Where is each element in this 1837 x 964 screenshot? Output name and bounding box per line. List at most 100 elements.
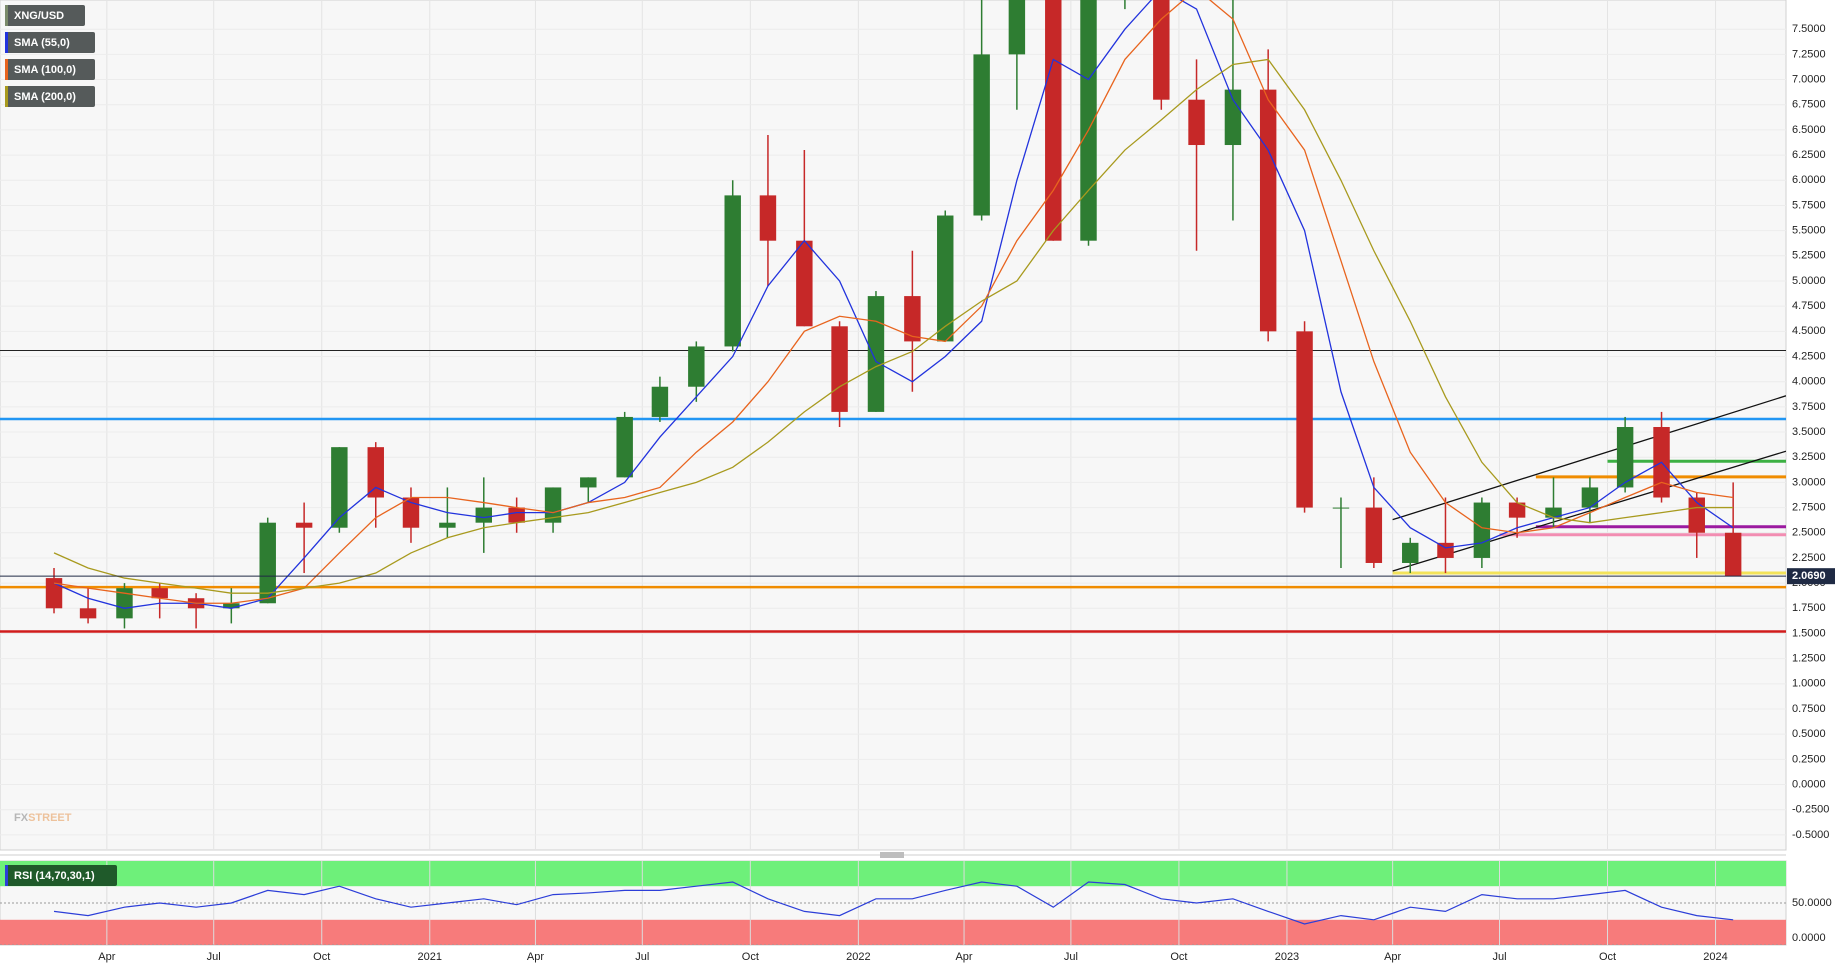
y-tick-label: 4.2500: [1792, 350, 1826, 362]
candle-body: [1402, 542, 1419, 563]
candle-body: [796, 240, 813, 327]
candle-body: [904, 296, 921, 342]
legend-label: RSI (14,70,30,1): [14, 870, 95, 882]
candle-body: [1365, 507, 1383, 563]
candle-body: [1332, 507, 1350, 509]
candle-body: [831, 326, 848, 412]
x-tick-label: Jul: [1064, 951, 1078, 963]
y-tick-label: 2.2500: [1792, 552, 1826, 564]
candle-body: [116, 588, 133, 619]
x-tick-label: 2024: [1703, 951, 1727, 963]
x-tick-label: Jul: [1492, 951, 1506, 963]
x-tick-label: Oct: [742, 951, 759, 963]
candle-body: [1616, 427, 1634, 488]
candle-body: [402, 497, 420, 528]
y-tick-label: 1.7500: [1792, 602, 1826, 614]
rsi-line: [53, 881, 1734, 925]
x-tick-label: 2023: [1275, 951, 1299, 963]
candle-body: [1224, 89, 1242, 146]
candle-body: [759, 195, 777, 241]
y-tick-label: 6.5000: [1792, 124, 1826, 136]
y-tick-label: 7.5000: [1792, 23, 1826, 35]
candle-body: [223, 603, 240, 609]
trendline: [1392, 395, 1786, 521]
candle-body: [1008, 0, 1026, 55]
candle-body: [295, 522, 313, 528]
sma-line: [53, 0, 1734, 604]
rsi-band: [0, 861, 1786, 887]
y-tick-label: 2.7500: [1792, 501, 1826, 513]
legend-label: XNG/USD: [14, 10, 64, 22]
y-tick-label: 3.0000: [1792, 476, 1826, 488]
candle-body: [439, 522, 456, 528]
candle-body: [475, 507, 493, 523]
y-tick-label: 7.2500: [1792, 48, 1826, 60]
legend-swatch: [5, 5, 8, 26]
candle-body: [688, 346, 705, 387]
legend-label: SMA (55,0): [14, 37, 70, 49]
candle-body: [651, 386, 669, 417]
legend-box: [5, 865, 117, 886]
candle-body: [1188, 99, 1205, 146]
candle-body: [937, 215, 954, 342]
candle-body: [973, 54, 990, 216]
candle-body: [1581, 487, 1599, 508]
x-tick-label: Jul: [207, 951, 221, 963]
y-tick-label: -0.5000: [1792, 829, 1829, 841]
x-tick-label: Oct: [1599, 951, 1616, 963]
y-tick-label: 4.0000: [1792, 376, 1826, 388]
candle-body: [616, 416, 633, 478]
watermark-part: STREET: [28, 812, 72, 824]
candle-body: [544, 487, 562, 523]
last-price-box: [1787, 568, 1835, 585]
y-tick-label: 6.2500: [1792, 149, 1826, 161]
y-tick-label: 5.7500: [1792, 199, 1826, 211]
x-tick-label: Oct: [313, 951, 330, 963]
y-tick-label: 4.5000: [1792, 325, 1826, 337]
x-tick-label: Oct: [1170, 951, 1187, 963]
watermark: FXSTREET: [14, 812, 72, 824]
last-price-label: 2.0690: [1792, 570, 1826, 582]
candle-body: [1545, 507, 1562, 518]
y-tick-label: -0.2500: [1792, 804, 1829, 816]
legend-swatch: [5, 86, 8, 107]
y-tick-label: 5.5000: [1792, 225, 1826, 237]
price-panel: [0, 0, 1787, 851]
legend-box: [5, 86, 95, 107]
legend-swatch: [5, 865, 8, 886]
candle-body: [1296, 331, 1313, 508]
price-plot: FXSTREET: [0, 0, 1786, 850]
candle-body: [367, 447, 384, 498]
y-tick-label: 0.7500: [1792, 703, 1826, 715]
candle-body: [1508, 502, 1526, 518]
x-tick-label: Apr: [527, 951, 544, 963]
candle-body: [580, 477, 597, 488]
y-tick-label: 1.2500: [1792, 653, 1826, 665]
y-tick-label: 0.0000: [1792, 778, 1826, 790]
y-tick-label: 3.5000: [1792, 426, 1826, 438]
candle-body: [45, 578, 63, 609]
y-tick-label: 0.2500: [1792, 753, 1826, 765]
candle-body: [151, 588, 168, 599]
y-tick-label: 7.0000: [1792, 73, 1826, 85]
y-tick-label: 6.0000: [1792, 174, 1826, 186]
candle-body: [1473, 502, 1491, 558]
legend-swatch: [5, 32, 8, 53]
x-tick-label: 2021: [418, 951, 442, 963]
legend-swatch: [5, 59, 8, 80]
sma-line: [53, 0, 1734, 609]
legend-label: SMA (100,0): [14, 64, 76, 76]
candle-body: [1688, 497, 1705, 533]
candle-body: [867, 296, 885, 412]
candle-body: [1259, 89, 1277, 332]
y-tick-label: 3.2500: [1792, 451, 1826, 463]
x-tick-label: Apr: [955, 951, 972, 963]
rsi-plot: [0, 861, 1786, 945]
y-tick-label: 0.5000: [1792, 728, 1826, 740]
y-tick-label: 3.7500: [1792, 401, 1826, 413]
legend-box: [5, 5, 85, 26]
y-tick-label: 2.5000: [1792, 527, 1826, 539]
candle-body: [1045, 0, 1062, 241]
y-tick-label: 5.2500: [1792, 250, 1826, 262]
